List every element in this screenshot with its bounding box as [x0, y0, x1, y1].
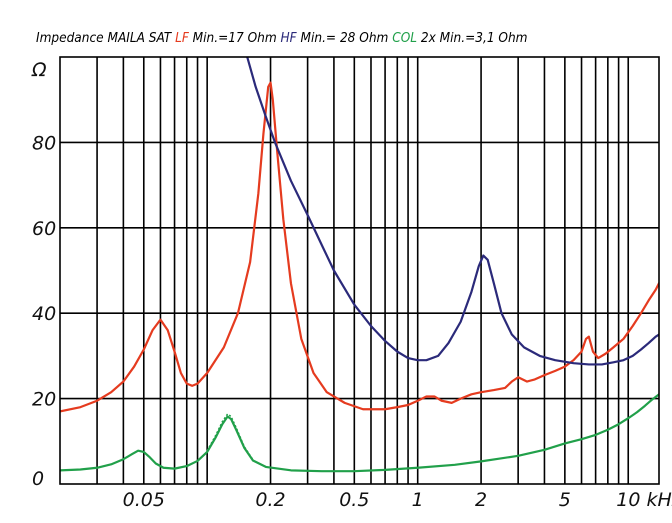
title-segment: HF — [281, 30, 298, 46]
title-segment: LF — [175, 30, 190, 46]
grid — [60, 57, 659, 484]
x-axis-ticks: 0.05 0.2 0.5 1 2 5 10 kHz — [123, 489, 672, 511]
x-tick-label: 0.5 — [339, 489, 369, 511]
title-segment: 2x Min.=3,1 Ohm — [417, 30, 528, 46]
x-tick-label: 0.2 — [255, 489, 285, 511]
x-tick-label: 2 — [475, 489, 487, 511]
curves — [60, 57, 659, 473]
y-tick-label: 40 — [32, 303, 56, 325]
series-hf-line — [246, 57, 659, 366]
title-segment: COL — [392, 30, 417, 46]
chart-title: Impedance MAILA SAT LF Min.=17 Ohm HF Mi… — [36, 30, 528, 46]
title-segment: Min.= 28 Ohm — [297, 30, 393, 46]
x-tick-label: 10 kHz — [616, 489, 672, 511]
y-tick-label: Ω — [31, 59, 47, 81]
y-tick-label: 80 — [32, 132, 56, 154]
x-tick-label: 0.05 — [123, 489, 165, 511]
x-tick-label: 1 — [412, 489, 424, 511]
y-axis-ticks: 0 20 40 60 80 Ω — [31, 59, 56, 490]
y-tick-label: 20 — [32, 389, 56, 411]
series-lf-line — [60, 81, 659, 413]
plot-frame — [59, 56, 660, 485]
x-tick-label: 5 — [559, 489, 571, 511]
series-col-line — [60, 393, 659, 473]
title-segment: Min.=17 Ohm — [189, 30, 281, 46]
title-segment: Impedance MAILA SAT — [36, 30, 175, 46]
y-tick-label: 60 — [32, 218, 56, 240]
series-col-dotted-line — [206, 412, 254, 461]
y-tick-label: 0 — [32, 468, 44, 490]
